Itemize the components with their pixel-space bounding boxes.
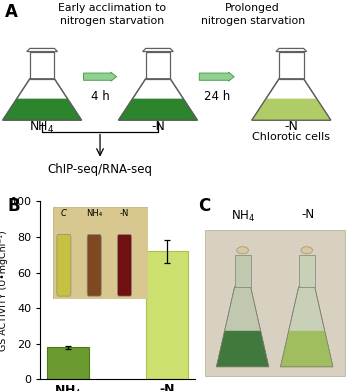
Polygon shape — [216, 331, 269, 367]
Text: Chlorotic cells: Chlorotic cells — [252, 132, 330, 142]
Polygon shape — [252, 99, 331, 120]
Ellipse shape — [237, 247, 249, 254]
Polygon shape — [146, 52, 170, 79]
Text: Early acclimation to
nitrogen starvation: Early acclimation to nitrogen starvation — [58, 3, 166, 25]
Text: NH$_4$: NH$_4$ — [29, 120, 55, 135]
Polygon shape — [119, 99, 197, 120]
Polygon shape — [280, 331, 333, 367]
Polygon shape — [276, 48, 307, 52]
Polygon shape — [30, 52, 54, 79]
Polygon shape — [143, 48, 173, 52]
Y-axis label: GS ACTIVITY (U•mgChl⁻¹): GS ACTIVITY (U•mgChl⁻¹) — [0, 230, 8, 351]
Bar — [146, 251, 188, 379]
Text: C: C — [198, 197, 211, 215]
Bar — [47, 347, 89, 379]
Text: B: B — [7, 197, 20, 215]
Polygon shape — [27, 48, 58, 52]
Text: 4 h: 4 h — [91, 90, 110, 103]
Polygon shape — [279, 52, 304, 79]
Polygon shape — [2, 99, 82, 120]
Text: Prolonged
nitrogen starvation: Prolonged nitrogen starvation — [201, 3, 305, 25]
Polygon shape — [280, 287, 333, 367]
Text: A: A — [5, 3, 18, 21]
Polygon shape — [119, 79, 197, 120]
Text: -N: -N — [151, 120, 165, 133]
Polygon shape — [216, 287, 269, 367]
Polygon shape — [252, 79, 331, 120]
Ellipse shape — [301, 247, 312, 254]
Polygon shape — [2, 79, 82, 120]
Text: 24 h: 24 h — [204, 90, 230, 103]
Text: ChIP-seq/RNA-seq: ChIP-seq/RNA-seq — [47, 163, 153, 176]
FancyBboxPatch shape — [205, 230, 345, 376]
Text: -N: -N — [302, 208, 315, 221]
Polygon shape — [299, 255, 315, 287]
Polygon shape — [234, 255, 251, 287]
Text: NH$_4$: NH$_4$ — [231, 208, 255, 224]
Text: -N: -N — [284, 120, 298, 133]
